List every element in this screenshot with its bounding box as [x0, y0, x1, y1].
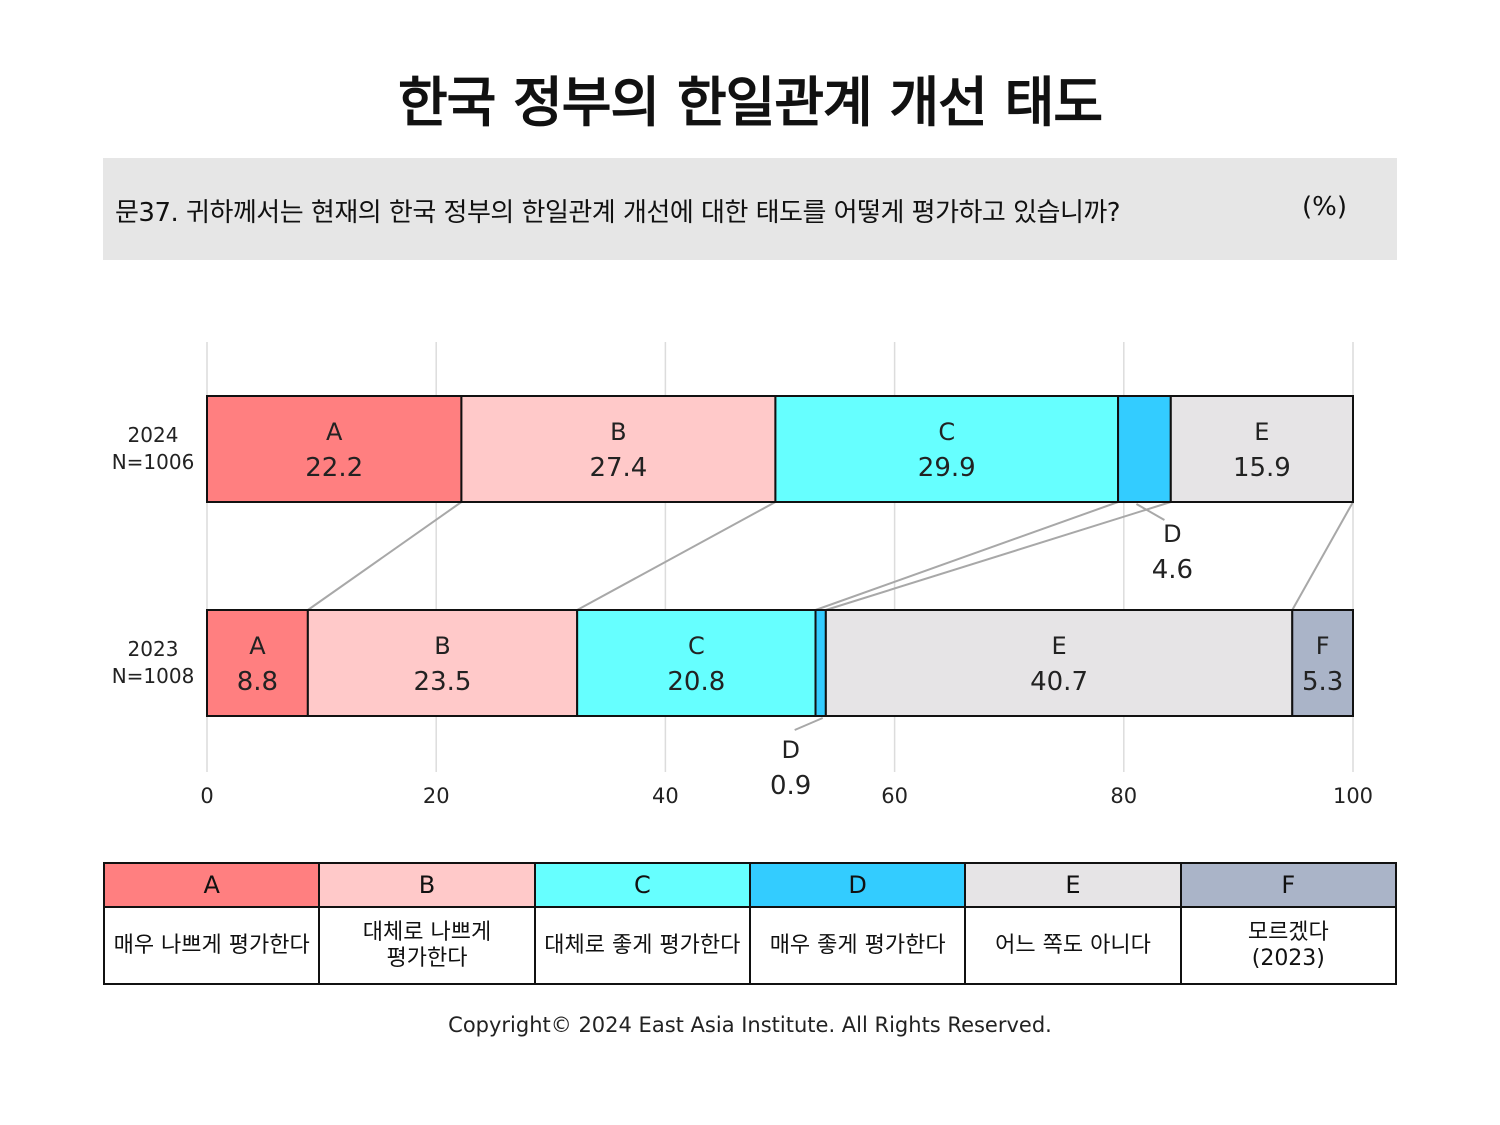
data-label: 8.8: [237, 667, 278, 697]
legend-label-D: 매우 좋게 평가한다: [748, 906, 967, 985]
segment-key-label: E: [1051, 632, 1066, 660]
data-label: 5.3: [1302, 667, 1343, 697]
data-label: 0.9: [770, 771, 811, 801]
bar-segment-2023-C: [576, 609, 817, 717]
segment-key-label: B: [610, 418, 626, 446]
bar-segment-2024-D: [1117, 395, 1172, 503]
data-label: 4.6: [1152, 555, 1193, 585]
connector-line: [307, 501, 462, 611]
bar-segment-2023-B: [306, 609, 579, 717]
x-tick-label: 60: [881, 784, 908, 808]
legend-label-F: 모르겠다 (2023): [1179, 906, 1398, 985]
segment-key-label: A: [326, 418, 343, 446]
bars: [206, 395, 1355, 717]
connector-line: [1291, 501, 1354, 611]
legend-key-F: F: [1179, 862, 1398, 908]
segment-key-label: C: [688, 632, 705, 660]
data-label: 27.4: [589, 453, 647, 483]
x-tick-label: 20: [423, 784, 450, 808]
question-box: 문37. 귀하께서는 현재의 한국 정부의 한일관계 개선에 대한 태도를 어떻…: [103, 158, 1397, 260]
callout-line: [794, 717, 824, 731]
callout-line: [1135, 503, 1165, 521]
x-tick-label: 80: [1110, 784, 1137, 808]
x-tick-label: 0: [200, 784, 213, 808]
segment-key-label: D: [1163, 520, 1181, 548]
segment-key-label: D: [781, 736, 799, 764]
labels: 0 20 40 60 80 100 A 22.2 B 27.4 C 29.9 D 4.6 E 15.9 2024…: [112, 418, 1373, 808]
data-label: 29.9: [918, 453, 976, 483]
row-n-label: N=1008: [112, 664, 195, 688]
x-tick-label: 100: [1333, 784, 1373, 808]
legend-label-C: 대체로 좋게 평가한다: [533, 906, 751, 985]
bar-segment-2023-F: [1291, 609, 1354, 717]
segment-key-label: F: [1316, 632, 1330, 660]
segment-key-label: B: [434, 632, 450, 660]
data-label: 40.7: [1030, 667, 1088, 697]
bar-segment-2024-E: [1169, 395, 1355, 503]
connector-line: [815, 501, 1119, 611]
data-label: 23.5: [414, 667, 472, 697]
data-label: 15.9: [1233, 453, 1291, 483]
row-year-label: 2024: [128, 423, 179, 447]
segment-key-label: A: [249, 632, 266, 660]
segment-key-label: C: [938, 418, 955, 446]
data-label: 20.8: [667, 667, 725, 697]
legend-key-D: D: [748, 862, 967, 908]
connector-lines: [307, 501, 1354, 731]
connector-line: [576, 501, 776, 611]
question-text: 문37. 귀하께서는 현재의 한국 정부의 한일관계 개선에 대한 태도를 어떻…: [115, 198, 1121, 228]
connector-line: [825, 501, 1172, 611]
data-label: 22.2: [305, 453, 363, 483]
row-year-label: 2023: [128, 637, 179, 661]
bar-segment-2024-B: [460, 395, 777, 503]
bar-segment-2023-E: [824, 609, 1294, 717]
x-tick-label: 40: [652, 784, 679, 808]
stacked-bar-chart: 0 20 40 60 80 100 A 22.2 B 27.4 C 29.9 D 4.6 E 15.9 2024…: [112, 342, 1373, 808]
legend-label-B: 대체로 나쁘게 평가한다: [318, 906, 536, 985]
chart-title: 한국 정부의 한일관계 개선 태도: [397, 71, 1103, 134]
bar-segment-2023-A: [206, 609, 309, 717]
copyright: Copyright© 2024 East Asia Institute. All…: [448, 1013, 1052, 1037]
legend-key-C: C: [533, 862, 751, 908]
bar-segment-2023-D: [814, 609, 827, 717]
bar-segment-2024-A: [206, 395, 463, 503]
legend-key-A: A: [102, 862, 321, 908]
segment-key-label: E: [1254, 418, 1269, 446]
legend-key-B: B: [318, 862, 536, 908]
legend-label-E: 어느 쪽도 아니다: [964, 906, 1182, 985]
legend-label-A: 매우 나쁘게 평가한다: [102, 906, 321, 985]
row-n-label: N=1006: [112, 450, 195, 474]
unit-label: (%): [1302, 192, 1347, 222]
legend-key-E: E: [964, 862, 1182, 908]
bar-segment-2024-C: [774, 395, 1120, 503]
